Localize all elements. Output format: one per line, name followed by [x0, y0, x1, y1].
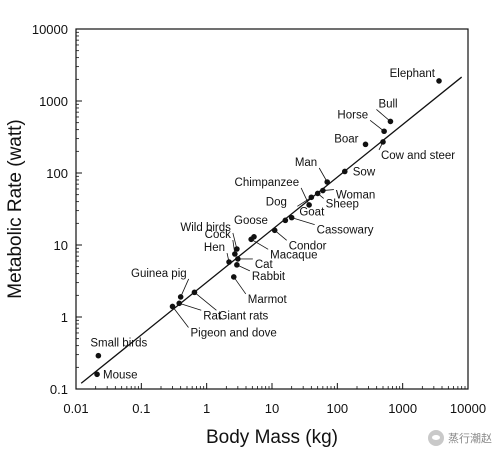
- data-point: [94, 371, 100, 378]
- data-point: [191, 289, 198, 296]
- leader-line: [250, 238, 269, 250]
- x-tick-label: 0.1: [132, 401, 150, 416]
- point-label: Rabbit: [252, 271, 286, 283]
- data-point: [282, 217, 289, 224]
- point-label: Bull: [378, 98, 397, 110]
- y-axis-title: Metabolic Rate (watt): [5, 119, 26, 299]
- point-label: Elephant: [390, 68, 436, 80]
- leader-line: [194, 292, 217, 311]
- data-point: [436, 78, 442, 84]
- data-point: [271, 227, 278, 234]
- leader-line: [291, 217, 315, 226]
- point-label: Sow: [353, 166, 376, 178]
- data-point: [288, 214, 295, 221]
- data-point: [324, 179, 331, 185]
- leader-line: [369, 119, 385, 132]
- x-tick-label: 1000: [388, 401, 417, 416]
- watermark-text: 蒸行潮赵: [448, 433, 492, 445]
- x-axis-title: Body Mass (kg): [206, 427, 338, 448]
- chat-bubble-icon: [428, 430, 444, 446]
- data-point: [177, 294, 184, 300]
- data-point: [232, 251, 238, 257]
- point-label: Cat: [255, 259, 274, 271]
- x-tick-label: 10000: [450, 401, 486, 416]
- x-tick-label: 0.01: [63, 401, 88, 416]
- data-point: [381, 128, 387, 135]
- point-label: Small birds: [90, 338, 147, 350]
- leader-line: [376, 109, 391, 122]
- data-point: [169, 303, 176, 310]
- point-label: Macaque: [270, 249, 317, 261]
- point-label: Sheep: [326, 198, 359, 210]
- data-point: [95, 352, 102, 359]
- data-point: [387, 118, 394, 125]
- point-label: Cock: [205, 229, 231, 241]
- point-label: Cassowary: [317, 225, 374, 237]
- point-label: Dog: [266, 196, 287, 208]
- data-point: [234, 246, 240, 252]
- y-tick-label: 10: [54, 238, 68, 253]
- data-point: [235, 256, 241, 262]
- data-point: [320, 187, 326, 194]
- point-label: Horse: [337, 109, 368, 121]
- point-label: Guinea pig: [131, 268, 187, 280]
- data-point: [380, 139, 386, 145]
- point-label: Boar: [334, 133, 358, 145]
- leader-line: [300, 187, 310, 206]
- x-tick-label: 10: [265, 401, 279, 416]
- point-label: Woman: [336, 190, 375, 202]
- leader-line: [179, 302, 202, 311]
- point-label: Cow and steer: [381, 150, 455, 162]
- point-label: Goose: [234, 215, 268, 227]
- data-point: [314, 190, 321, 197]
- x-tick-label: 100: [326, 401, 348, 416]
- leader-line: [233, 276, 247, 295]
- point-label: Mouse: [103, 369, 138, 381]
- data-point: [176, 300, 183, 307]
- data-point: [306, 202, 312, 208]
- data-point: [234, 262, 240, 268]
- data-point: [230, 274, 237, 280]
- point-label: Goat: [299, 206, 325, 218]
- data-point: [362, 141, 369, 148]
- watermark: 蒸行潮赵: [428, 430, 492, 446]
- point-label: Man: [295, 157, 317, 169]
- point-label: Hen: [204, 242, 225, 254]
- point-label: Marmot: [248, 294, 288, 306]
- data-point: [341, 168, 348, 175]
- data-point: [226, 259, 232, 265]
- point-label: Wild birds: [180, 222, 231, 234]
- leader-line: [180, 278, 190, 298]
- y-tick-label: 1000: [39, 94, 68, 109]
- y-tick-label: 0.1: [50, 382, 68, 397]
- point-label: Chimpanzee: [235, 177, 300, 189]
- point-label: Rat: [203, 310, 222, 322]
- y-tick-label: 1: [61, 310, 68, 325]
- point-label: Condor: [289, 240, 327, 252]
- x-tick-label: 1: [203, 401, 210, 416]
- fit-line-layer: [80, 76, 463, 384]
- y-tick-label: 10000: [32, 22, 68, 37]
- data-point: [308, 194, 315, 201]
- axis-ticks: 0.01 0.1 1 10 100 1000 10000 0.1 1 10 100 1000 10000: [32, 22, 486, 416]
- point-labels: Mouse Small birds Pigeon and dove Rat Guinea…: [90, 68, 455, 381]
- fit-line: [80, 76, 463, 384]
- leader-line: [172, 306, 189, 328]
- y-tick-label: 100: [46, 166, 68, 181]
- data-point: [251, 233, 257, 240]
- point-label: Pigeon and dove: [191, 327, 277, 339]
- point-label: Giant rats: [218, 310, 268, 322]
- data-points: [94, 78, 442, 378]
